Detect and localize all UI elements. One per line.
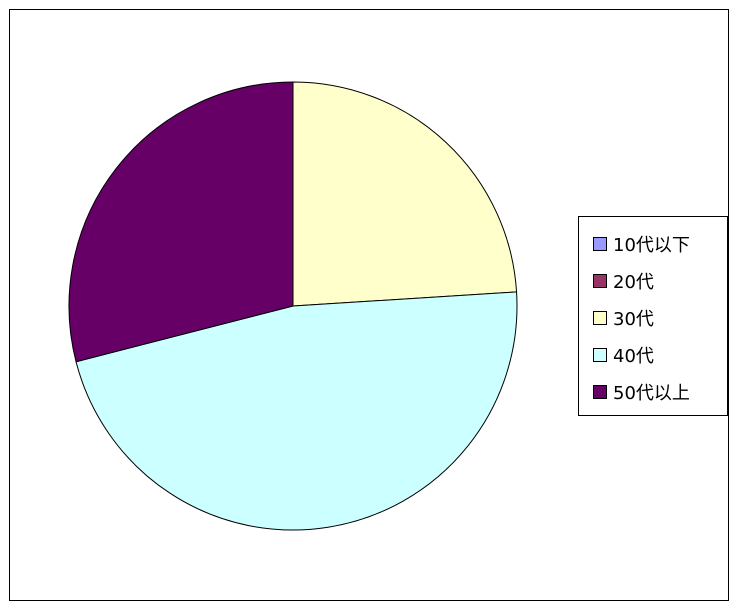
legend-label: 40代 <box>613 345 654 367</box>
pie-chart <box>68 81 518 531</box>
pie-slice-40代 <box>75 291 518 531</box>
legend-swatch <box>593 273 607 288</box>
pie-slice-50代以上 <box>68 81 294 363</box>
legend-item: 20代 <box>593 262 727 299</box>
legend-label: 10代以下 <box>613 234 690 256</box>
legend-swatch <box>593 384 607 399</box>
legend-swatch <box>593 310 607 325</box>
chart-area: 10代以下 20代 30代 40代 50代以上 <box>9 9 729 601</box>
legend: 10代以下 20代 30代 40代 50代以上 <box>578 216 728 416</box>
legend-label: 50代以上 <box>613 382 690 404</box>
pie-slice-30代 <box>292 81 518 307</box>
legend-label: 30代 <box>613 308 654 330</box>
legend-item: 30代 <box>593 299 727 336</box>
legend-swatch <box>593 236 607 251</box>
legend-swatch <box>593 347 607 362</box>
legend-label: 20代 <box>613 271 654 293</box>
legend-item: 40代 <box>593 336 727 373</box>
legend-item: 50代以上 <box>593 373 727 410</box>
legend-item: 10代以下 <box>593 225 727 262</box>
